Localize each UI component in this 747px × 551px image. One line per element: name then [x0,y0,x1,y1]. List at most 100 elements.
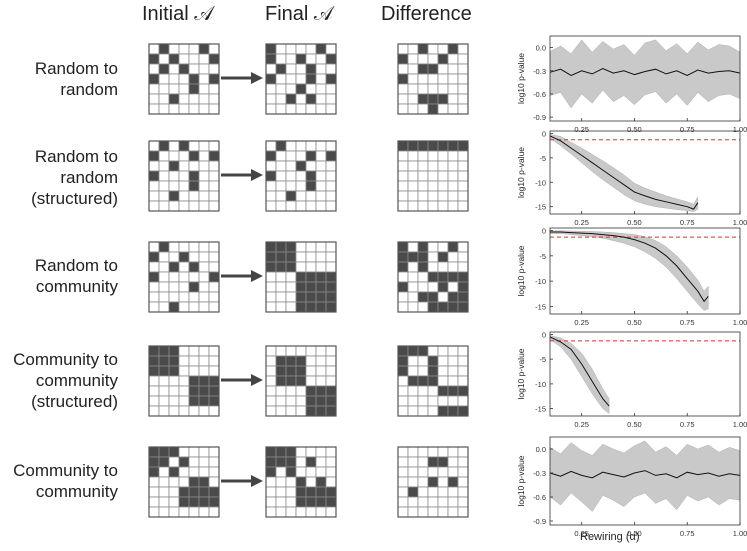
matrix-cell [447,345,459,357]
matrix-cell [457,466,469,478]
matrix-cell [198,476,210,488]
matrix-cell [208,345,220,357]
matrix-cell [295,345,307,357]
matrix-cell [325,446,337,458]
matrix-cell [208,395,220,407]
matrix-cell [417,355,429,367]
matrix-cell [208,43,220,55]
matrix-cell [198,301,210,313]
matrix-cell [188,281,200,293]
matrix-cell [265,140,277,152]
matrix-cell [427,251,439,263]
matrix-cell [285,170,297,182]
matrix-cell [178,486,190,498]
matrix-cell [208,301,220,313]
matrix-cell [158,291,170,303]
y-axis-label: log10 p-value [516,348,526,399]
matrix-cell [457,506,469,518]
matrix-cell [158,405,170,417]
matrix-cell [148,281,160,293]
matrix-cell [208,446,220,458]
matrix-cell [427,271,439,283]
matrix-cell [315,251,327,263]
matrix-cell [148,83,160,95]
matrix-cell [447,301,459,313]
matrix-cell [437,200,449,212]
matrix-cell [407,405,419,417]
y-tick-label: -5 [539,252,546,261]
matrix-initial-row-5 [148,446,220,518]
matrix-cell [168,395,180,407]
matrix-cell [417,476,429,488]
matrix-cell [178,355,190,367]
matrix-cell [315,486,327,498]
matrix-cell [305,496,317,508]
matrix-cell [188,73,200,85]
matrix-cell [295,281,307,293]
matrix-cell [417,271,429,283]
matrix-cell [148,486,160,498]
matrix-cell [397,200,409,212]
pvalue-plot-1: 0.0 -0.3 -0.6 -0.9 0.25 0.50 0.75 1.00 log10 p-v… [516,35,747,134]
matrix-cell [148,446,160,458]
matrix-cell [285,506,297,518]
matrix-cell [158,355,170,367]
matrix-cell [158,456,170,468]
matrix-cell [325,43,337,55]
matrix-cell [275,395,287,407]
matrix-cell [275,180,287,192]
matrix-cell [148,103,160,115]
x-tick-label: 0.25 [574,529,589,538]
matrix-cell [305,345,317,357]
matrix-cell [265,476,277,488]
matrix-cell [417,241,429,253]
matrix-cell [168,301,180,313]
matrix-cell [417,291,429,303]
matrix-cell [397,160,409,172]
matrix-cell [208,251,220,263]
y-tick-label: 0 [542,129,546,138]
matrix-cell [325,456,337,468]
matrix-cell [265,180,277,192]
matrix-cell [178,365,190,377]
matrix-cell [305,375,317,387]
matrix-final-row-3 [265,241,337,313]
matrix-cell [457,83,469,95]
matrix-cell [315,496,327,508]
matrix-cell [417,506,429,518]
matrix-cell [208,83,220,95]
matrix-cell [397,476,409,488]
matrix-initial-row-3 [148,241,220,313]
matrix-cell [208,150,220,162]
matrix-cell [437,73,449,85]
matrix-cell [178,63,190,75]
matrix-cell [407,271,419,283]
matrix-cell [208,486,220,498]
matrix-cell [265,271,277,283]
matrix-cell [198,385,210,397]
matrix-cell [397,496,409,508]
matrix-cell [178,103,190,115]
matrix-cell [208,200,220,212]
matrix-cell [275,251,287,263]
matrix-cell [427,365,439,377]
matrix-cell [148,43,160,55]
matrix-cell [407,446,419,458]
matrix-cell [208,63,220,75]
x-tick-label: 1.00 [733,529,747,538]
matrix-cell [457,241,469,253]
x-tick-label: 0.50 [627,529,642,538]
matrix-cell [407,251,419,263]
plot-frame [549,130,741,215]
matrix-cell [325,281,337,293]
matrix-cell [457,476,469,488]
matrix-cell [158,466,170,478]
matrix-cell [275,301,287,313]
matrix-cell [285,251,297,263]
x-tick-label: 0.25 [574,420,589,429]
matrix-cell [447,395,459,407]
matrix-cell [158,43,170,55]
matrix-cell [437,385,449,397]
matrix-cell [427,456,439,468]
matrix-cell [295,291,307,303]
